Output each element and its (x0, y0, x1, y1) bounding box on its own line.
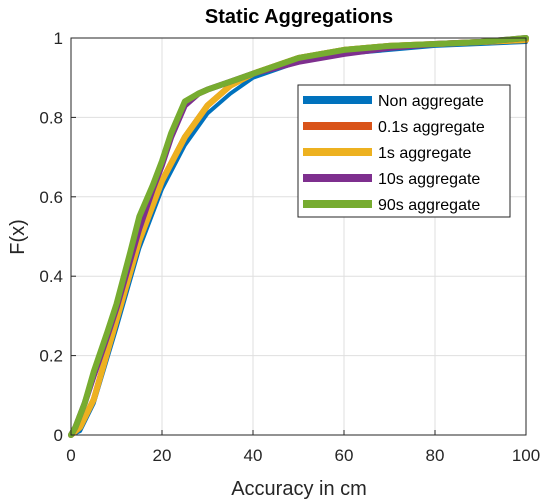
legend-label-10s-aggregate: 10s aggregate (378, 171, 480, 188)
chart-title: Static Aggregations (205, 6, 393, 28)
legend: Non aggregate 0.1s aggregate 1s aggregate 1… (297, 84, 511, 218)
y-tick-label-4: 0.8 (39, 108, 63, 127)
legend-label-90s-aggregate: 90s aggregate (378, 197, 480, 214)
y-tick-label-5: 1 (54, 29, 63, 48)
plot-series (68, 35, 529, 438)
x-tick-label-3: 60 (335, 446, 354, 465)
x-tick-label-5: 100 (512, 446, 540, 465)
x-tick-label-2: 40 (244, 446, 263, 465)
y-tick-label-0: 0 (54, 426, 63, 445)
plot-frame (70, 37, 527, 436)
x-tick-label-4: 80 (426, 446, 445, 465)
series-line-90s-aggregate (68, 35, 529, 438)
axis-ticks: 0 20 40 60 80 100 0 0.2 0.4 0.6 0.8 1 (39, 29, 540, 465)
y-tick-label-2: 0.4 (39, 267, 63, 286)
legend-label-non-aggregate: Non aggregate (378, 93, 484, 110)
x-axis-label: Accuracy in cm (231, 478, 367, 500)
x-tick-label-0: 0 (66, 446, 75, 465)
y-tick-label-1: 0.2 (39, 347, 63, 366)
legend-label-0-1s-aggregate: 0.1s aggregate (378, 119, 485, 136)
x-tick-label-1: 20 (153, 446, 172, 465)
y-tick-label-3: 0.6 (39, 188, 63, 207)
legend-label-1s-aggregate: 1s aggregate (378, 145, 472, 162)
y-axis-label: F(x) (7, 219, 29, 255)
